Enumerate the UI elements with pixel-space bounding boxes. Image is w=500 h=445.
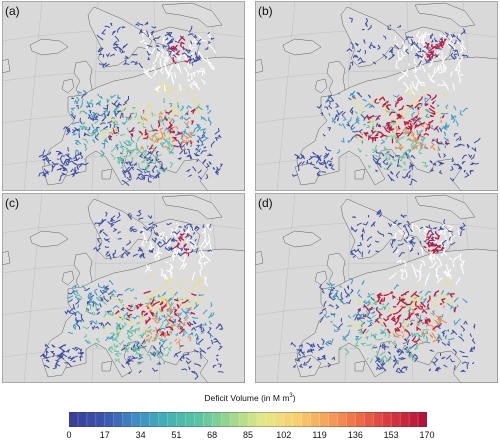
colorbar-segment: [167, 412, 177, 427]
colorbar-tick-label: 51: [171, 430, 182, 440]
white-rivers: [140, 30, 217, 92]
colorbar-segment: [95, 412, 106, 427]
colorbar-tick-label: 170: [419, 430, 435, 440]
colorbar-segment: [382, 412, 392, 427]
colorbar-segment: [283, 412, 294, 427]
colorbar-segment: [149, 412, 159, 427]
panel-label-a: (a): [5, 4, 20, 18]
colorbar-segment: [301, 412, 311, 427]
map-frame: [255, 1, 498, 191]
colorbar-segment: [256, 412, 267, 427]
colorbar-segment: [131, 412, 141, 427]
map-b: [255, 1, 498, 191]
colorbar: [69, 412, 427, 427]
river-segments: [292, 17, 481, 186]
colorbar-tick-label: 119: [312, 430, 327, 440]
colorbar-segment: [239, 412, 249, 427]
colorbar-segment: [221, 412, 231, 427]
colorbar-tick-label: 0: [66, 430, 72, 440]
colorbar-segment: [104, 412, 115, 427]
colorbar-tick-label: 68: [207, 430, 218, 440]
colorbar-segment: [69, 412, 79, 427]
river-segments: [38, 21, 224, 186]
colorbar-segment: [265, 412, 276, 427]
colorbar-segment: [176, 412, 186, 427]
colorbar-segment: [310, 412, 320, 427]
colorbar-segment: [230, 412, 240, 427]
map-panel-d: (d): [255, 193, 498, 383]
colorbar-segment: [409, 412, 419, 427]
colorbar-segment: [194, 412, 204, 427]
colorbar-legend: Deficit Volume (in M m3) 0 17 34 51 68 85 102 1…: [0, 390, 500, 445]
colorbar-segment: [364, 412, 374, 427]
colorbar-segment: [418, 412, 427, 427]
map-frame: [2, 193, 245, 383]
colorbar-segment: [292, 412, 302, 427]
panel-label-b: (b): [258, 4, 273, 18]
colorbar-segment: [400, 412, 410, 427]
colorbar-segment: [203, 412, 213, 427]
map-panel-c: (c): [2, 193, 245, 383]
land-masses: [255, 2, 498, 191]
colorbar-segment: [319, 412, 329, 427]
river-segments: [290, 209, 476, 374]
colorbar-segment: [355, 412, 365, 427]
white-rivers: [141, 222, 213, 287]
map-frame: [255, 193, 498, 383]
colorbar-segment: [337, 412, 347, 427]
colorbar-tick-label: 34: [135, 430, 146, 440]
colorbar-segment: [113, 412, 123, 427]
map-d: [255, 193, 498, 383]
colorbar-segment: [274, 412, 285, 427]
colorbar-segment: [248, 412, 258, 427]
colorbar-tick-label: 102: [276, 430, 292, 440]
panel-label-d: (d): [258, 196, 273, 210]
colorbar-tick-label: 85: [242, 430, 254, 440]
map-panel-a: (a): [2, 1, 245, 191]
colorbar-segment: [373, 412, 383, 427]
legend-title: Deficit Volume (in M m3): [204, 393, 296, 403]
colorbar-segment: [185, 412, 195, 427]
colorbar-segment: [212, 412, 222, 427]
colorbar-segment: [140, 412, 150, 427]
colorbar-tick-label: 153: [383, 430, 399, 440]
map-c: [2, 193, 245, 383]
panel-label-c: (c): [5, 196, 19, 210]
colorbar-tick-label: 136: [347, 430, 363, 440]
map-panel-b: (b): [255, 1, 498, 191]
river-segments: [40, 209, 224, 380]
colorbar-segment: [391, 412, 401, 427]
colorbar-tick-label: 17: [99, 430, 110, 440]
colorbar-segment: [328, 412, 338, 427]
colorbar-segment: [86, 412, 97, 427]
map-a: [2, 1, 245, 191]
colorbar-segment: [346, 412, 356, 427]
map-frame: [2, 1, 245, 191]
colorbar-segment: [158, 412, 168, 427]
colorbar-segment: [122, 412, 132, 427]
colorbar-segment: [77, 412, 88, 427]
